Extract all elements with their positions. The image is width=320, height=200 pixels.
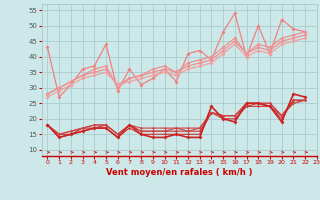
X-axis label: Vent moyen/en rafales ( km/h ): Vent moyen/en rafales ( km/h ) [106, 168, 252, 177]
